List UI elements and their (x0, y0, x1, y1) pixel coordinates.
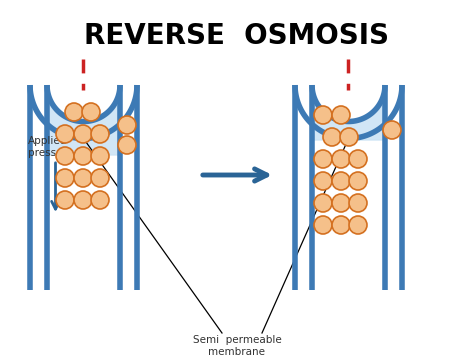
Circle shape (91, 147, 109, 165)
Text: REVERSE  OSMOSIS: REVERSE OSMOSIS (84, 22, 390, 50)
Circle shape (332, 172, 350, 190)
Circle shape (118, 116, 136, 134)
Circle shape (314, 194, 332, 212)
Circle shape (349, 150, 367, 168)
Circle shape (74, 147, 92, 165)
Text: Applied
pressure: Applied pressure (28, 136, 73, 158)
Circle shape (74, 191, 92, 209)
Circle shape (332, 194, 350, 212)
Circle shape (91, 191, 109, 209)
Circle shape (82, 103, 100, 121)
Circle shape (65, 103, 83, 121)
Circle shape (56, 147, 74, 165)
Circle shape (56, 191, 74, 209)
Circle shape (332, 106, 350, 124)
Circle shape (349, 172, 367, 190)
Circle shape (340, 128, 358, 146)
Polygon shape (312, 85, 385, 245)
Circle shape (383, 121, 401, 139)
Circle shape (314, 172, 332, 190)
Circle shape (91, 125, 109, 143)
Circle shape (91, 169, 109, 187)
Circle shape (56, 169, 74, 187)
Circle shape (314, 150, 332, 168)
Circle shape (74, 169, 92, 187)
Circle shape (332, 150, 350, 168)
Circle shape (349, 194, 367, 212)
Circle shape (118, 136, 136, 154)
Circle shape (332, 216, 350, 234)
Polygon shape (47, 85, 120, 220)
Circle shape (314, 216, 332, 234)
Circle shape (323, 128, 341, 146)
Circle shape (56, 125, 74, 143)
Circle shape (349, 216, 367, 234)
Circle shape (314, 106, 332, 124)
Circle shape (74, 125, 92, 143)
Text: Semi  permeable
membrane: Semi permeable membrane (192, 335, 282, 357)
